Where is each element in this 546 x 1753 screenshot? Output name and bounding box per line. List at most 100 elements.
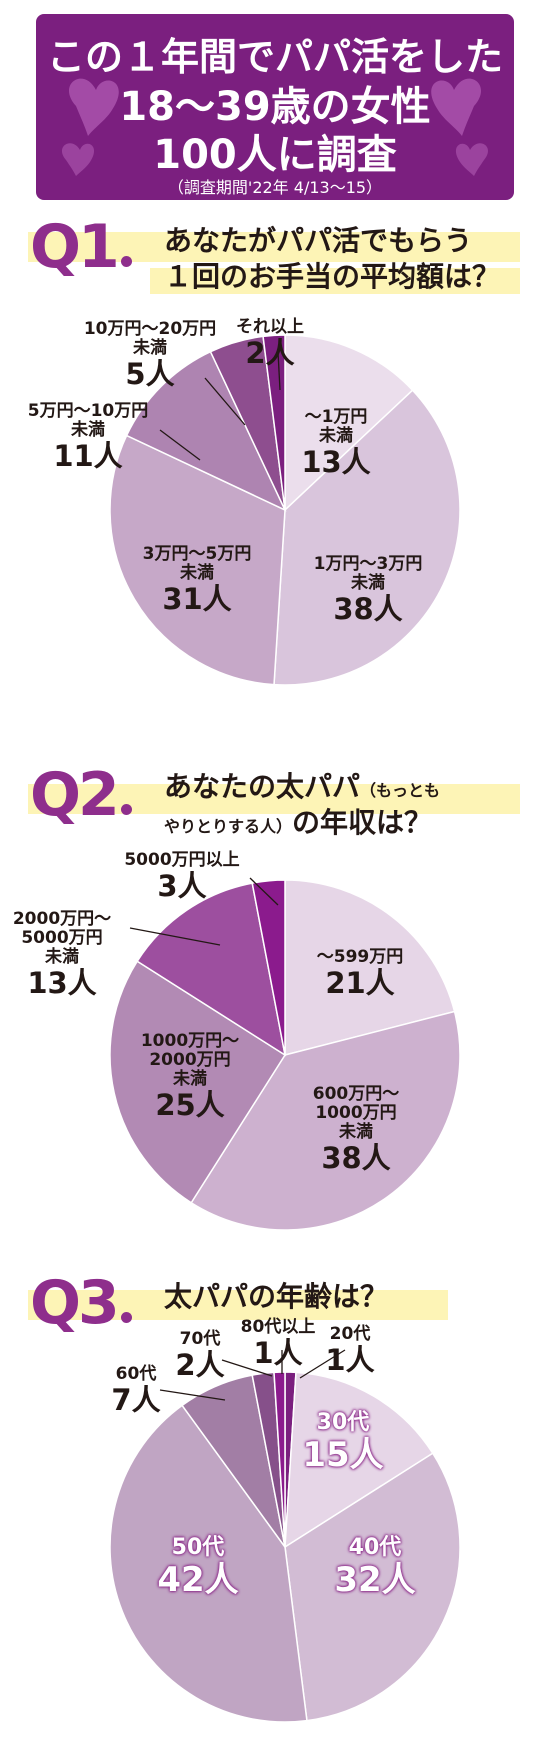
slice-label-5: 70代 2人 <box>175 1330 224 1382</box>
slice-category-label: 40代 <box>348 1535 402 1560</box>
heart-decoration-icon <box>61 78 489 176</box>
slice-category-label: 〜1万円 <box>304 407 368 427</box>
header-banner: この１年間でパパ活をした 18〜39歳の女性 100人に調査 （調査期間'22年… <box>36 14 514 200</box>
pie-slice-3 <box>125 350 287 512</box>
slice-category-label: 5000万円以上 <box>124 850 240 870</box>
slice-category-label: 未満 <box>172 1069 207 1089</box>
slice-category-label: 70代 <box>179 1329 221 1349</box>
header-line-1: この１年間でパパ活をした <box>46 35 503 79</box>
pie-slice-2 <box>284 1452 461 1722</box>
slice-label-0: 〜1万円 未満 13人 <box>301 408 370 479</box>
q1-question-line-1: あなたがパパ活でもらう <box>164 224 473 257</box>
slice-category-label: 80代以上 <box>240 1317 316 1337</box>
slice-value-label: 1人 <box>253 1336 303 1370</box>
slice-value-label: 13人 <box>27 966 97 1000</box>
slice-category-label: 〜599万円 <box>316 947 404 967</box>
slice-value-label: 25人 <box>155 1088 225 1122</box>
header-line-2: 18〜39歳の女性 <box>119 84 431 130</box>
slice-label-2: 1000万円〜 2000万円 未満 25人 <box>141 1032 239 1122</box>
slice-category-label: 50代 <box>171 1535 225 1560</box>
header-line-3: 100人に調査 <box>153 132 397 178</box>
q2-number: Q2 <box>30 760 132 830</box>
slice-category-label: 1万円〜3万円 <box>313 554 423 574</box>
slice-value-label: 2人 <box>245 336 295 370</box>
leader-line-4 <box>204 377 246 426</box>
q1-question-line-2: １回のお手当の平均額は？ <box>164 260 501 293</box>
slice-category-label: 20代 <box>329 1324 371 1344</box>
slice-label-4: 10万円〜20万円 未満 5人 <box>84 320 216 391</box>
q3-number: Q3 <box>30 1268 132 1338</box>
slice-category-label: 2000万円 <box>149 1050 231 1070</box>
slice-category-label: 未満 <box>71 420 105 440</box>
slice-value-label: 42人 <box>157 1560 239 1600</box>
slice-category-label: 10万円〜20万円 <box>83 319 217 339</box>
slice-value-label: 11人 <box>53 439 123 473</box>
pie-slice-6 <box>273 1371 286 1548</box>
slice-category-label: 未満 <box>318 426 353 446</box>
slice-value-label: 32人 <box>334 1560 416 1600</box>
slice-category-label: 60代 <box>115 1364 157 1384</box>
slice-value-label: 15人 <box>302 1435 384 1475</box>
slice-value-label: 3人 <box>157 869 207 903</box>
pie-slice-1 <box>190 1010 461 1231</box>
slice-category-label: 未満 <box>44 947 79 967</box>
q1-highlight-band-2 <box>150 268 520 294</box>
slice-value-label: 21人 <box>325 966 395 1000</box>
q2-text-d: の年収は？ <box>292 806 433 839</box>
q2-text-a: あなたの太パパ <box>164 770 361 803</box>
pie-slice-1 <box>284 1371 434 1549</box>
slice-label-1: 600万円〜 1000万円 未満 38人 <box>313 1085 400 1175</box>
slice-label-6: 80代以上 1人 <box>241 1318 316 1370</box>
leader-line-3 <box>129 927 221 946</box>
slice-category-label: それ以上 <box>236 317 304 337</box>
leader-line-3 <box>159 429 201 461</box>
pie-slice-0 <box>284 334 414 512</box>
q2-text-b: （もっとも <box>360 781 441 800</box>
leader-line-4 <box>159 1389 226 1401</box>
slice-category-label: 5000万円 <box>21 928 103 948</box>
slice-label-1: 30代 15人 <box>302 1410 383 1474</box>
slice-category-label: 30代 <box>316 1410 370 1435</box>
slice-label-2: 3万円〜5万円 未満 31人 <box>143 545 252 616</box>
slice-label-3: 50代 42人 <box>157 1535 238 1599</box>
slice-label-4: 5000万円以上 3人 <box>124 851 239 903</box>
slice-label-0: 20代 1人 <box>325 1325 374 1377</box>
slice-value-label: 5人 <box>125 357 175 391</box>
q2-question-line-1: あなたの太パパ（もっとも <box>164 770 440 808</box>
slice-category-label: 未満 <box>132 338 167 358</box>
q2-question-line-2: やりとりする人）の年収は？ <box>164 806 432 844</box>
q1-number: Q1 <box>30 212 132 282</box>
pie-slice-0 <box>284 879 456 1056</box>
slice-category-label: 3万円〜5万円 <box>142 544 252 564</box>
pie-slice-1 <box>273 389 461 686</box>
slice-value-label: 1人 <box>325 1343 375 1377</box>
pie-slice-3 <box>109 1404 308 1723</box>
slice-category-label: 1000万円〜 <box>140 1031 240 1051</box>
slice-value-label: 31人 <box>162 582 232 616</box>
slice-value-label: 13人 <box>301 445 371 479</box>
q3-question-line-1: 太パパの年齢は？ <box>164 1280 389 1313</box>
slice-category-label: 未満 <box>350 573 385 593</box>
slice-category-label: 未満 <box>339 1122 373 1142</box>
slice-label-2: 40代 32人 <box>334 1535 415 1599</box>
leader-line-5 <box>277 351 281 391</box>
q1-highlight-band <box>28 232 520 262</box>
pie-slice-3 <box>136 882 287 1057</box>
pie-slice-2 <box>109 960 287 1204</box>
q3-highlight-band <box>28 1290 448 1320</box>
slice-value-label: 38人 <box>321 1141 391 1175</box>
q2-text-c: やりとりする人） <box>164 817 293 836</box>
slice-category-label: 2000万円〜 <box>12 909 112 929</box>
slice-category-label: 1000万円 <box>315 1103 397 1123</box>
slice-label-0: 〜599万円 21人 <box>317 948 404 1000</box>
slice-label-5: それ以上 2人 <box>236 318 304 370</box>
q2-highlight-band <box>28 784 520 814</box>
slice-value-label: 38人 <box>333 592 403 626</box>
pie-slice-2 <box>109 434 286 686</box>
slice-category-label: 600万円〜 <box>312 1084 400 1104</box>
slice-category-label: 5万円〜10万円 <box>27 401 149 421</box>
slice-label-4: 60代 7人 <box>111 1365 160 1417</box>
